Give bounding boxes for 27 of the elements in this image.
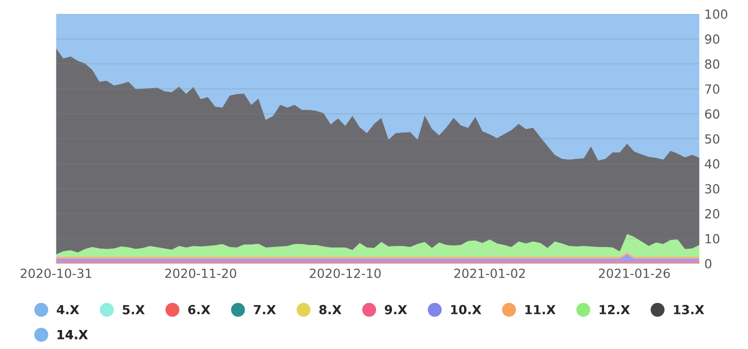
legend-label: 12.X <box>600 304 630 314</box>
x-tick-label: 2020-10-31 <box>20 268 92 278</box>
legend-label: 14.X <box>58 330 88 340</box>
y-tick-label: 50 <box>705 134 720 144</box>
y-tick-label: 10 <box>706 234 720 244</box>
legend-label: 6.X <box>188 304 210 314</box>
legend-label: 13.X <box>674 304 704 314</box>
legend-label: 10.X <box>451 304 482 314</box>
y-tick-label: 60 <box>705 109 720 119</box>
legend-label: 4.X <box>56 305 80 314</box>
y-tick-label: 40 <box>704 159 720 169</box>
x-tick-label: 2020-11-20 <box>165 268 236 278</box>
y-tick-label: 90 <box>705 34 720 44</box>
y-tick-label: 0 <box>705 258 712 268</box>
x-tick-label: 2020-12-10 <box>310 268 381 278</box>
legend-label: 11.X <box>525 305 556 314</box>
legend-label: 9.X <box>384 304 407 314</box>
legend-label: 8.X <box>319 304 342 314</box>
y-tick-label: 100 <box>706 9 728 19</box>
legend-label: 7.X <box>254 305 276 314</box>
y-tick-label: 30 <box>705 184 720 194</box>
legend-label: 5.X <box>122 305 145 314</box>
y-tick-label: 70 <box>705 84 720 94</box>
y-tick-label: 80 <box>705 59 720 69</box>
x-tick-label: 2021-01-02 <box>454 268 525 278</box>
x-tick-label: 2021-01-26 <box>598 268 670 278</box>
y-tick-label: 20 <box>705 209 720 219</box>
